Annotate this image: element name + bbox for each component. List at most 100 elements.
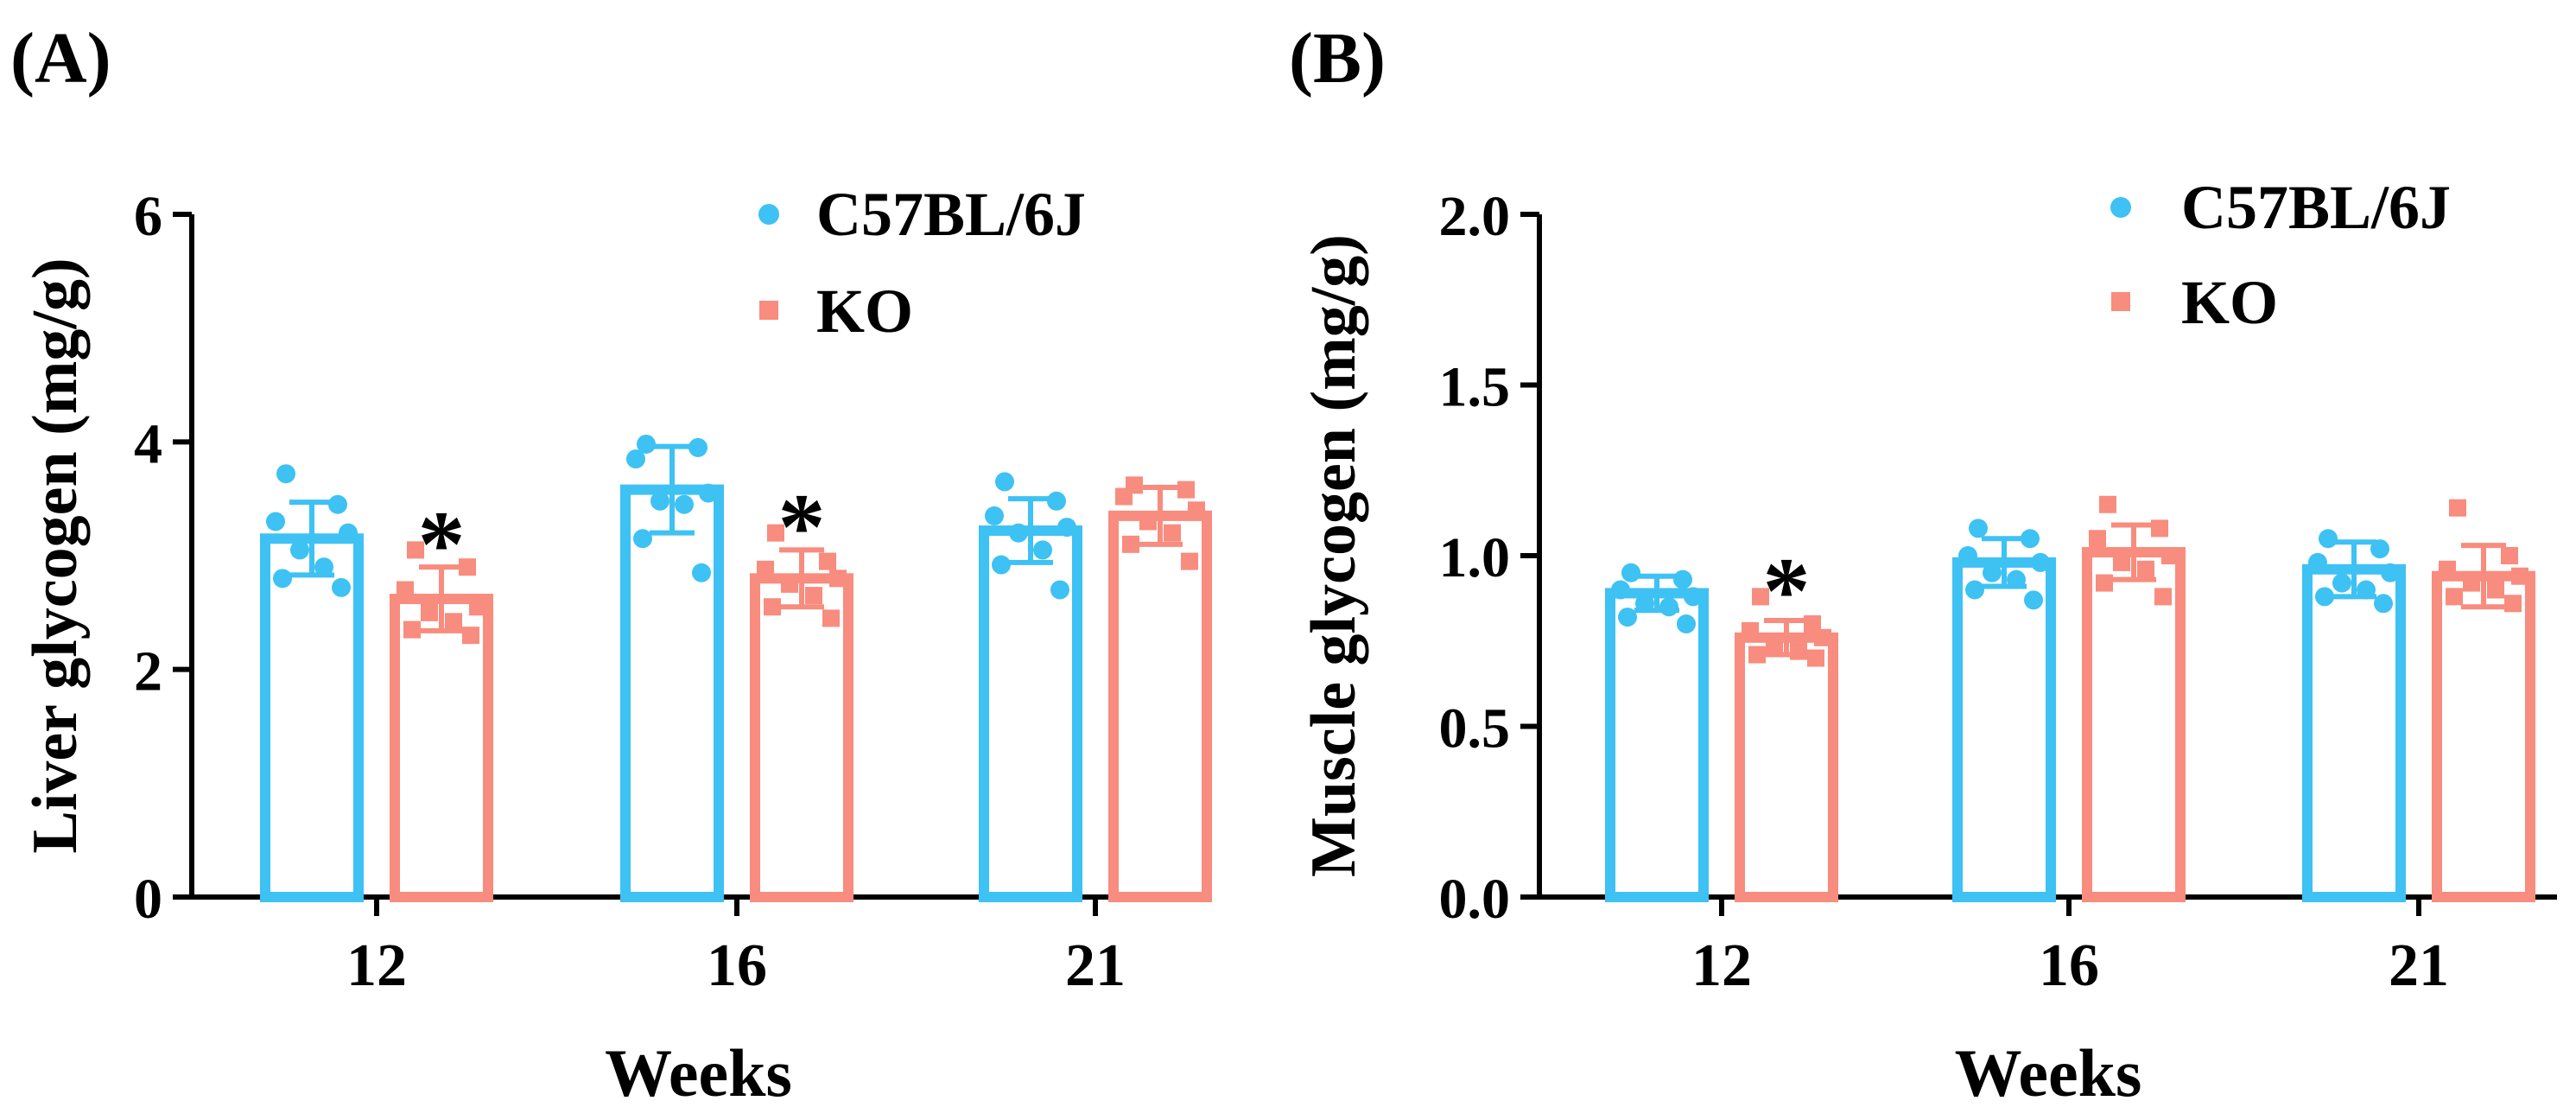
data-point bbox=[339, 523, 358, 543]
x-tick-label: 12 bbox=[346, 932, 407, 999]
data-point bbox=[2487, 581, 2504, 599]
data-point bbox=[397, 581, 414, 599]
data-point bbox=[2315, 587, 2334, 607]
legend-label-ko: KO bbox=[2181, 268, 2278, 337]
data-point bbox=[2449, 499, 2466, 517]
data-point bbox=[767, 524, 784, 542]
data-point bbox=[2021, 529, 2040, 549]
data-point bbox=[273, 569, 292, 589]
significance-marker: * bbox=[1763, 538, 1811, 643]
bar bbox=[1605, 588, 1709, 902]
data-point bbox=[1115, 487, 1133, 506]
data-point bbox=[459, 558, 476, 576]
data-point bbox=[626, 449, 645, 469]
data-point bbox=[2504, 595, 2522, 613]
legend-marker-wt bbox=[2110, 197, 2131, 218]
data-point bbox=[2439, 560, 2456, 578]
legend-label-wt: C57BL/6J bbox=[816, 180, 1086, 249]
data-point bbox=[2161, 547, 2179, 564]
data-point bbox=[1958, 546, 1977, 565]
legend-marker-wt bbox=[758, 204, 779, 225]
data-point bbox=[2137, 560, 2154, 578]
data-point bbox=[266, 512, 285, 531]
data-point bbox=[2332, 573, 2351, 593]
y-tick-label: 1.5 bbox=[1439, 356, 1511, 419]
chart-panel-a: (A) 0 2 4 6 Liver glycogen (mg/g) 12 16 21 Weeks *… bbox=[10, 18, 1212, 1110]
data-point bbox=[1635, 594, 1654, 614]
x-axis-label: Weeks bbox=[1955, 1035, 2142, 1110]
data-point bbox=[764, 598, 781, 616]
data-point bbox=[1983, 563, 2002, 582]
data-point bbox=[1181, 552, 1198, 570]
data-point bbox=[1047, 491, 1066, 511]
legend-marker-ko bbox=[759, 301, 778, 320]
y-tick-label: 6 bbox=[134, 185, 162, 248]
data-point bbox=[805, 587, 822, 605]
data-point bbox=[637, 434, 656, 454]
data-point bbox=[403, 620, 421, 639]
data-point bbox=[2099, 495, 2116, 513]
data-point bbox=[290, 540, 309, 560]
data-point bbox=[1177, 480, 1195, 499]
bar bbox=[2302, 563, 2406, 902]
data-point bbox=[1618, 608, 1637, 627]
bar bbox=[1952, 557, 2056, 903]
y-tick-label: 2 bbox=[134, 640, 162, 703]
data-point bbox=[2151, 519, 2168, 538]
bar bbox=[1735, 632, 1838, 902]
data-point bbox=[276, 464, 295, 484]
data-point bbox=[1742, 621, 1759, 640]
data-point bbox=[1139, 512, 1157, 531]
data-point bbox=[2370, 539, 2389, 559]
chart-panel-b: (B) 0.0 0.5 1.0 1.5 2.0 Muscle glycogen (mg/g)… bbox=[1289, 18, 2557, 1110]
data-point bbox=[2374, 594, 2393, 614]
data-point bbox=[314, 557, 333, 577]
x-tick-label: 16 bbox=[707, 932, 767, 999]
data-point bbox=[2113, 553, 2130, 571]
y-axis-label: Muscle glycogen (mg/g) bbox=[1298, 234, 1369, 877]
y-tick-label: 2.0 bbox=[1439, 185, 1511, 248]
significance-marker: * bbox=[418, 491, 466, 596]
data-point bbox=[2357, 580, 2376, 600]
data-point bbox=[469, 598, 486, 616]
data-point bbox=[992, 555, 1011, 575]
data-point bbox=[829, 570, 847, 588]
data-point bbox=[2089, 530, 2106, 548]
bar bbox=[2432, 570, 2535, 902]
data-point bbox=[421, 603, 438, 621]
data-point bbox=[1050, 580, 1069, 600]
series-ko bbox=[1735, 495, 2535, 902]
legend-marker-ko bbox=[2111, 292, 2130, 311]
x-axis-label: Weeks bbox=[605, 1035, 792, 1110]
data-point bbox=[2096, 574, 2113, 592]
data-point bbox=[781, 575, 798, 593]
data-point bbox=[1659, 597, 1678, 617]
x-tick-label: 21 bbox=[1065, 932, 1126, 999]
data-point bbox=[692, 563, 711, 582]
y-tick-label: 0.5 bbox=[1439, 697, 1511, 760]
panel-label: (B) bbox=[1289, 18, 1386, 99]
data-point bbox=[2308, 552, 2327, 572]
data-point bbox=[2031, 552, 2050, 572]
data-point bbox=[2007, 570, 2026, 589]
data-point bbox=[332, 577, 351, 597]
data-point bbox=[407, 541, 424, 559]
y-tick-label: 0.0 bbox=[1439, 868, 1511, 931]
data-point bbox=[1748, 646, 1766, 664]
bar bbox=[620, 484, 724, 903]
data-point bbox=[1766, 635, 1783, 653]
data-point bbox=[633, 529, 652, 549]
data-point bbox=[819, 552, 836, 570]
data-point bbox=[699, 483, 718, 503]
data-point bbox=[1804, 615, 1821, 633]
x-tick-label: 16 bbox=[2039, 932, 2099, 999]
data-point bbox=[1057, 518, 1076, 538]
data-point bbox=[1684, 587, 1703, 607]
data-point bbox=[2154, 588, 2172, 606]
data-point bbox=[757, 560, 774, 578]
data-point bbox=[2463, 574, 2480, 592]
series-ko bbox=[390, 476, 1212, 903]
data-point bbox=[1814, 628, 1831, 646]
data-point bbox=[1033, 540, 1052, 560]
